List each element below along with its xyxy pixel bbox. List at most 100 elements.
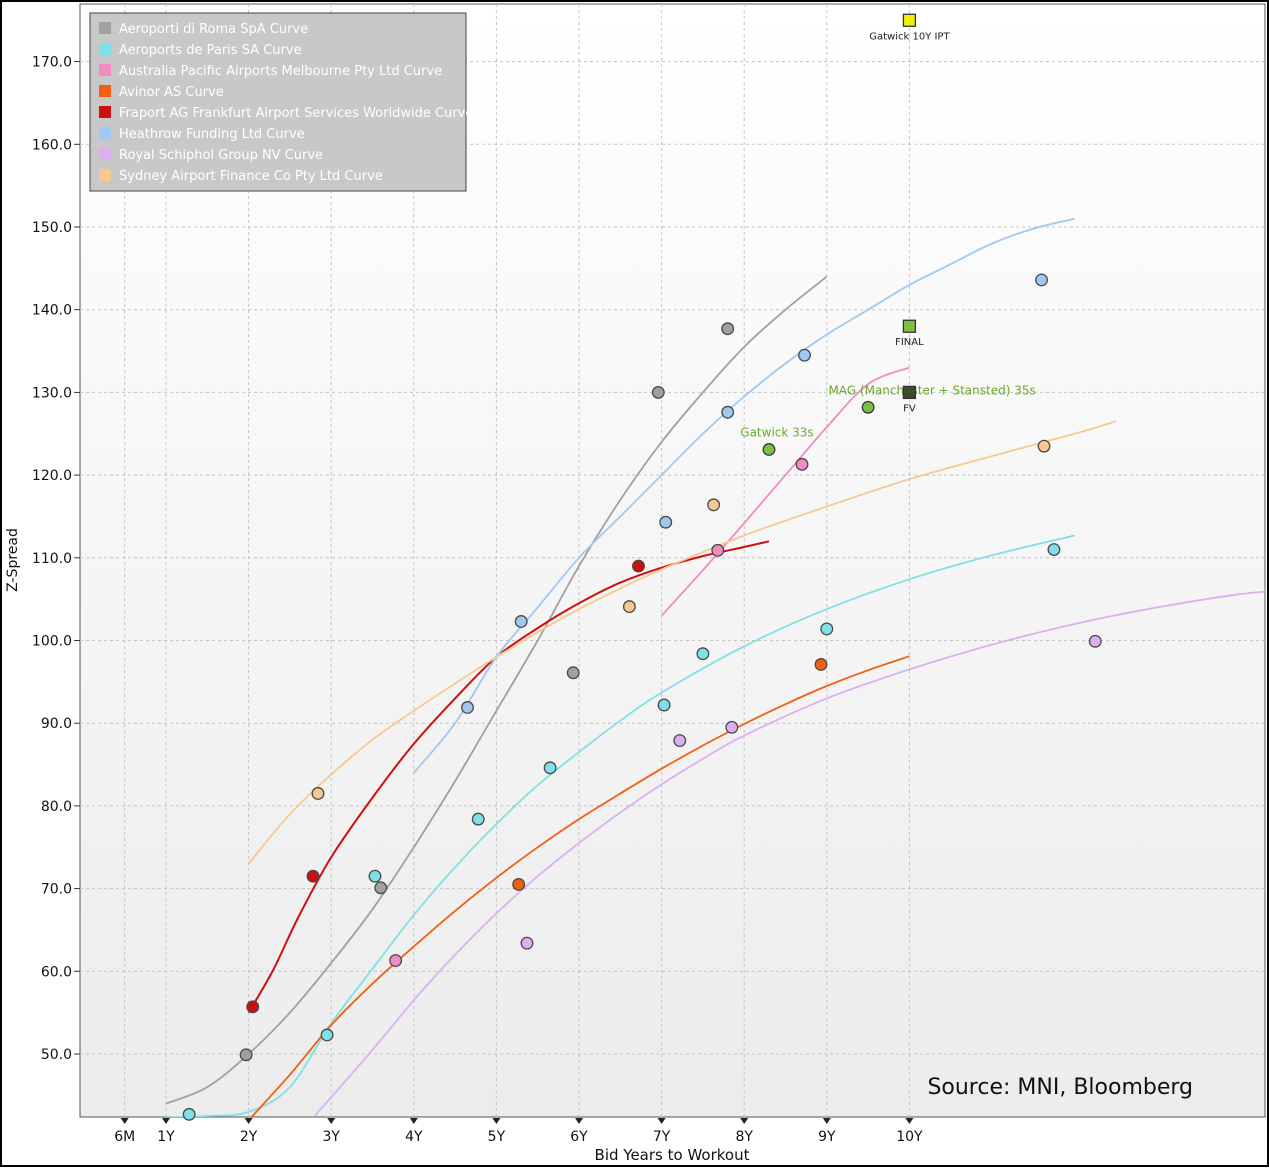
point-aeroports-de-paris-sa-curve: [696, 647, 710, 661]
point-aeroports-de-paris-sa-curve: [657, 698, 671, 712]
marker-label-final: FINAL: [895, 337, 924, 348]
point-heathrow-funding-ltd-curve: [659, 515, 673, 529]
point-aeroports-de-paris-sa-curve: [182, 1107, 196, 1121]
legend-label-australia-pacific-airports-melbourne-pty-ltd-curve: Australia Pacific Airports Melbourne Pty…: [119, 64, 442, 79]
marker-label-gatwick-33s: Gatwick 33s: [740, 425, 813, 439]
x-tick-label: 9Y: [818, 1129, 836, 1145]
point-aeroports-de-paris-sa-curve: [368, 869, 382, 883]
point-royal-schiphol-group-nv-curve: [1088, 634, 1102, 648]
curve-aeroporti-di-roma-spa-curve: [165, 275, 828, 1105]
y-tick-label: 70.0: [41, 882, 72, 898]
legend: Aeroporti di Roma SpA Curve Aeroports de …: [89, 12, 473, 192]
x-tick-label: 10Y: [896, 1129, 923, 1145]
curve-sydney-airport-finance-co-pty-ltd-curve: [247, 420, 1117, 865]
point-australia-pacific-airports-melbourne-pty-ltd-curve: [711, 543, 725, 557]
x-tick-label: 4Y: [405, 1129, 423, 1145]
point-sydney-airport-finance-co-pty-ltd-curve: [707, 498, 721, 512]
point-avinor-as-curve: [512, 878, 526, 891]
point-heathrow-funding-ltd-curve: [514, 615, 528, 628]
curve-avinor-as-curve: [250, 655, 910, 1117]
x-tick-mark: [492, 1118, 501, 1124]
x-tick-label: 2Y: [240, 1129, 258, 1145]
source-annotation: Source: MNI, Bloomberg: [927, 1075, 1193, 1100]
x-tick-label: 7Y: [653, 1129, 671, 1145]
marker-gatwick-33s: [762, 443, 776, 456]
point-heathrow-funding-ltd-curve: [721, 405, 735, 419]
point-avinor-as-curve: [814, 658, 828, 671]
point-layer: [182, 273, 1102, 1121]
y-tick-label: 50.0: [41, 1047, 72, 1063]
point-aeroports-de-paris-sa-curve: [320, 1028, 334, 1042]
curve-layer: [165, 217, 1265, 1117]
marker-final: [902, 319, 917, 333]
x-tick-label: 6Y: [570, 1129, 588, 1145]
y-axis-label: Z-Spread: [5, 528, 21, 592]
marker-mag-manchester-stansted-35s: [861, 400, 875, 414]
point-royal-schiphol-group-nv-curve: [673, 734, 687, 748]
x-tick-mark: [575, 1118, 583, 1124]
curve-australia-pacific-airports-melbourne-pty-ltd-curve: [660, 366, 910, 617]
x-tick-mark: [409, 1118, 418, 1124]
x-tick-mark: [822, 1118, 831, 1124]
marker-label-gatwick-10y-ipt: Gatwick 10Y IPT: [869, 31, 950, 42]
y-tick-label: 90.0: [41, 716, 72, 732]
legend-swatch-fraport-ag-frankfurt-airport-services-worldwide-curve: [99, 106, 111, 118]
legend-swatch-avinor-as-curve: [99, 85, 111, 97]
point-aeroports-de-paris-sa-curve: [1047, 543, 1061, 556]
legend-swatch-heathrow-funding-ltd-curve: [99, 127, 111, 139]
point-sydney-airport-finance-co-pty-ltd-curve: [311, 787, 325, 800]
x-axis-label: Bid Years to Workout: [595, 1146, 750, 1164]
y-tick-label: 110.0: [32, 551, 72, 567]
legend-label-aeroporti-di-roma-spa-curve: Aeroporti di Roma SpA Curve: [119, 22, 308, 37]
point-aeroporti-di-roma-spa-curve: [239, 1048, 253, 1062]
x-tick-mark: [657, 1118, 666, 1124]
marker-gatwick-10y-ipt: [902, 13, 917, 27]
point-aeroporti-di-roma-spa-curve: [651, 385, 665, 399]
point-heathrow-funding-ltd-curve: [1035, 273, 1049, 287]
point-fraport-ag-frankfurt-airport-services-worldwide-curve: [306, 869, 320, 883]
x-tick-label: 3Y: [322, 1129, 340, 1145]
legend-label-avinor-as-curve: Avinor AS Curve: [119, 85, 224, 100]
x-tick-mark: [740, 1118, 749, 1124]
legend-box: [89, 12, 467, 192]
legend-swatch-sydney-airport-finance-co-pty-ltd-curve: [99, 169, 111, 181]
legend-label-fraport-ag-frankfurt-airport-services-worldwide-curve: Fraport AG Frankfurt Airport Services Wo…: [119, 106, 473, 121]
legend-swatch-australia-pacific-airports-melbourne-pty-ltd-curve: [99, 64, 111, 76]
point-heathrow-funding-ltd-curve: [461, 701, 474, 714]
point-fraport-ag-frankfurt-airport-services-worldwide-curve: [632, 559, 645, 573]
curve-aeroports-de-paris-sa-curve: [165, 534, 1075, 1117]
y-tick-label: 160.0: [32, 137, 72, 153]
point-aeroports-de-paris-sa-curve: [543, 761, 557, 775]
marker-label-fv: FV: [903, 403, 916, 414]
y-tick-label: 60.0: [41, 964, 72, 980]
x-tick-mark: [244, 1118, 253, 1124]
y-tick-label: 150.0: [32, 220, 72, 236]
marker-layer: Gatwick 33s MAG (Manchester + Stansted) 3…: [740, 13, 1036, 456]
y-tick-label: 100.0: [32, 634, 72, 650]
axis-layer: 50.0 60.0 70.0 80.0 90.0 100.0 110.0 120.0 130.0…: [32, 55, 923, 1145]
legend-label-sydney-airport-finance-co-pty-ltd-curve: Sydney Airport Finance Co Pty Ltd Curve: [119, 169, 383, 184]
x-tick-mark: [162, 1118, 170, 1124]
point-royal-schiphol-group-nv-curve: [725, 720, 739, 734]
point-aeroports-de-paris-sa-curve: [471, 812, 485, 826]
x-tick-label: 5Y: [488, 1129, 506, 1145]
point-australia-pacific-airports-melbourne-pty-ltd-curve: [389, 954, 403, 967]
point-aeroports-de-paris-sa-curve: [820, 622, 834, 636]
y-tick-label: 170.0: [32, 55, 72, 71]
x-tick-label: 6M: [114, 1129, 135, 1145]
x-tick-mark: [905, 1118, 914, 1124]
point-australia-pacific-airports-melbourne-pty-ltd-curve: [795, 457, 809, 471]
legend-swatch-royal-schiphol-group-nv-curve: [99, 148, 111, 160]
legend-label-aeroports-de-paris-sa-curve: Aeroports de Paris SA Curve: [119, 43, 302, 58]
point-aeroporti-di-roma-spa-curve: [374, 881, 388, 895]
point-sydney-airport-finance-co-pty-ltd-curve: [622, 600, 636, 614]
marker-fv: [902, 385, 917, 400]
legend-swatch-aeroporti-di-roma-spa-curve: [99, 22, 111, 34]
marker-label-mag-manchester-stansted-35s: MAG (Manchester + Stansted) 35s: [828, 383, 1035, 397]
point-royal-schiphol-group-nv-curve: [520, 936, 534, 950]
legend-swatch-aeroports-de-paris-sa-curve: [99, 43, 111, 55]
x-tick-mark: [327, 1118, 336, 1124]
curve-royal-schiphol-group-nv-curve: [314, 590, 1265, 1117]
